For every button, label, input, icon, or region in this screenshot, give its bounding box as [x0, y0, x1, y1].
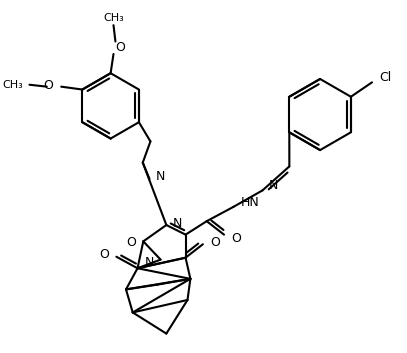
Text: O: O — [232, 232, 242, 245]
Text: O: O — [99, 248, 109, 261]
Text: CH₃: CH₃ — [2, 80, 23, 90]
Text: O: O — [210, 236, 221, 249]
Text: O: O — [44, 79, 53, 92]
Text: N: N — [156, 170, 166, 184]
Text: Cl: Cl — [380, 71, 392, 84]
Text: N: N — [144, 256, 154, 269]
Text: CH₃: CH₃ — [103, 13, 124, 23]
Text: O: O — [116, 41, 125, 54]
Text: N: N — [173, 217, 182, 229]
Text: O: O — [127, 236, 137, 249]
Text: N: N — [269, 179, 278, 192]
Text: HN: HN — [241, 196, 259, 209]
